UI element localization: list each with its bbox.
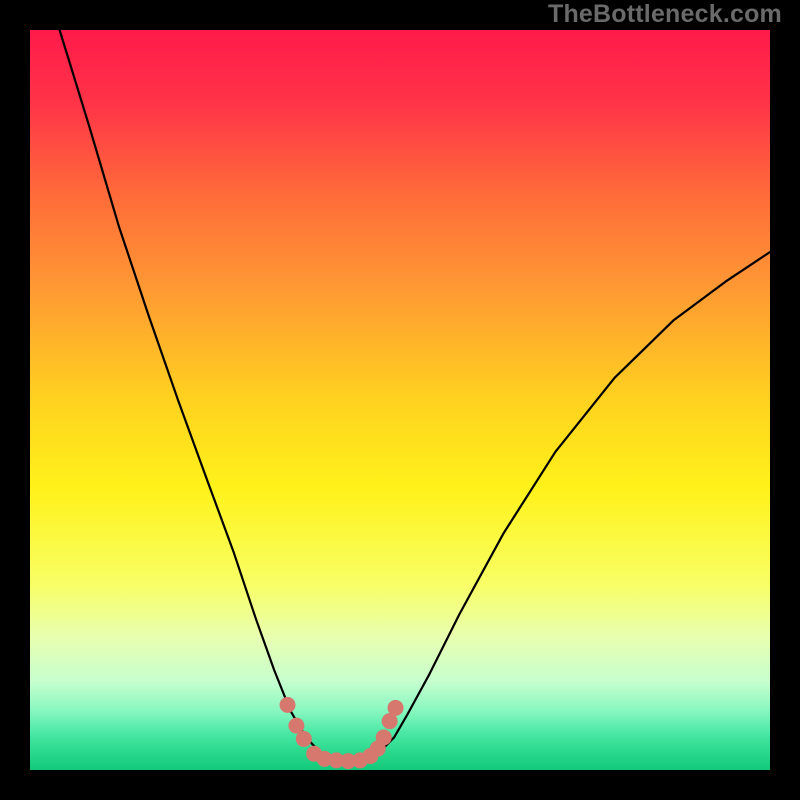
valley-marker bbox=[289, 718, 304, 733]
chart-stage: TheBottleneck.com bbox=[0, 0, 800, 800]
valley-marker bbox=[382, 714, 397, 729]
plot-background bbox=[30, 30, 770, 770]
chart-svg bbox=[0, 0, 800, 800]
valley-marker bbox=[296, 731, 311, 746]
valley-marker bbox=[280, 697, 295, 712]
watermark-text: TheBottleneck.com bbox=[548, 0, 782, 29]
valley-marker bbox=[376, 730, 391, 745]
valley-marker bbox=[388, 700, 403, 715]
